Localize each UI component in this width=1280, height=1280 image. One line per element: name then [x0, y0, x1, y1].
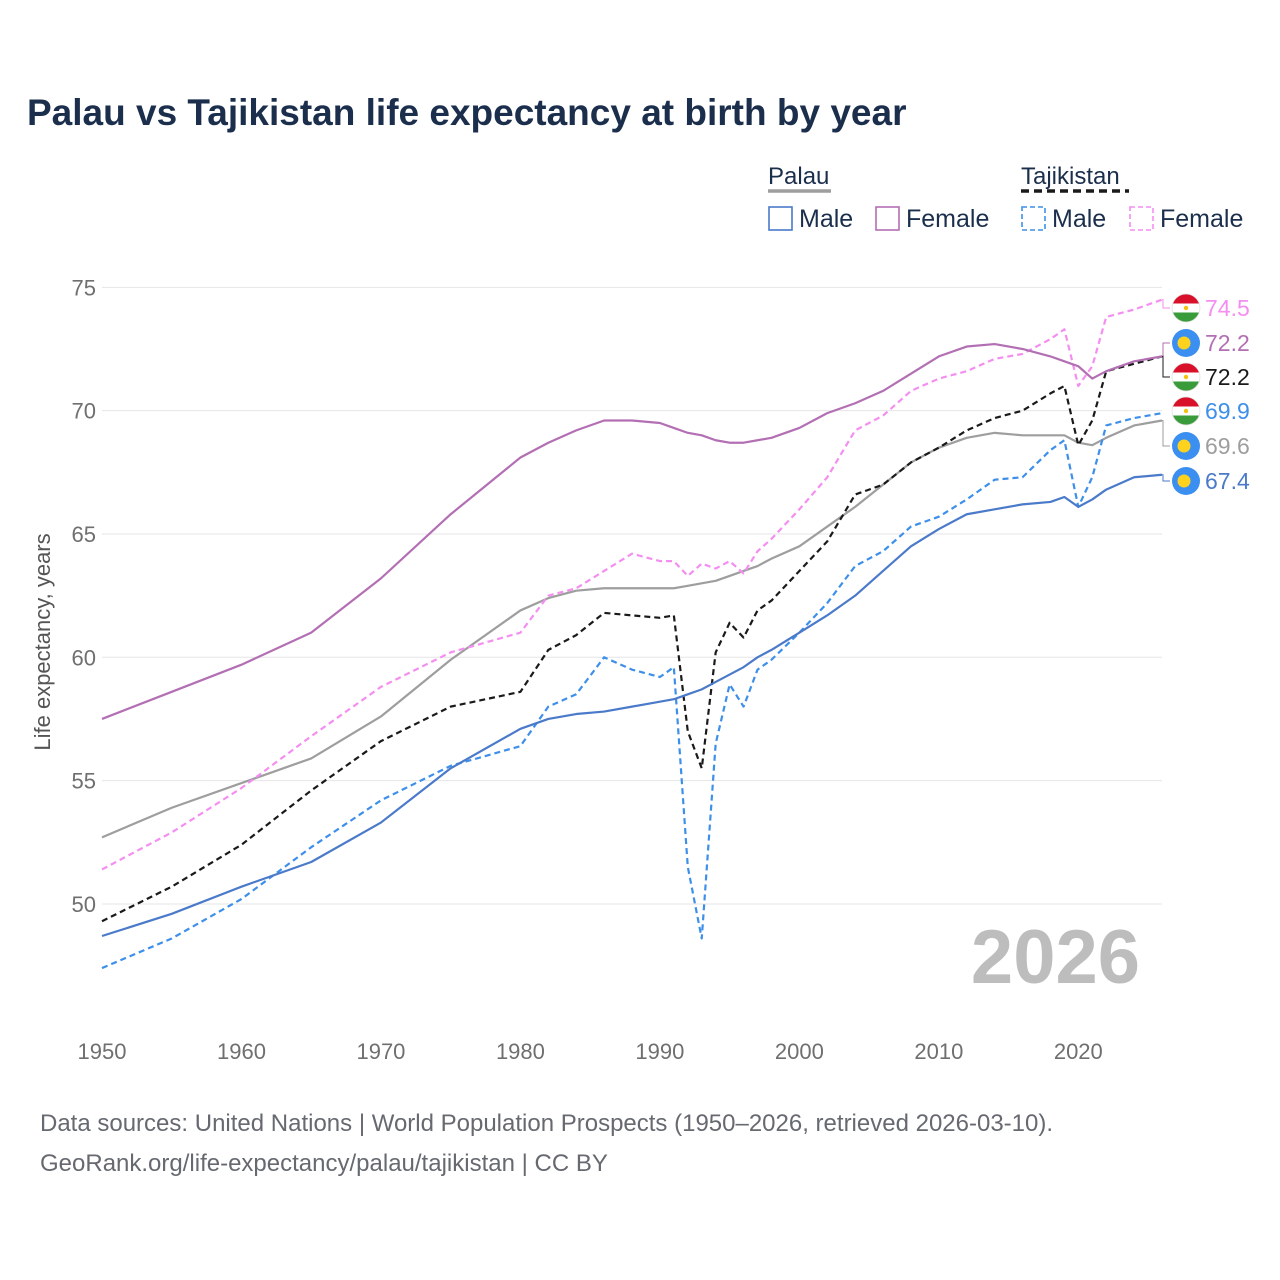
- grid: [102, 286, 1162, 905]
- x-tick-1970: 1970: [356, 1039, 405, 1064]
- footer: Data sources: United Nations | World Pop…: [40, 1104, 1053, 1184]
- legend-label-palau_female: Female: [906, 205, 989, 233]
- x-tick-1960: 1960: [217, 1039, 266, 1064]
- end-label-palau_total: 69.6: [1205, 433, 1250, 459]
- series-line-tajik_total: [101, 355, 1163, 923]
- legend-swatch-palau_female: [875, 206, 900, 231]
- y-tick-60: 60: [72, 645, 96, 670]
- legend-swatch-tajik_female: [1129, 206, 1154, 231]
- end-label-group-tajik_female: 74.5: [1162, 293, 1250, 323]
- palau-flag-moon: [1177, 439, 1191, 453]
- end-label-group-palau_female: 72.2: [1162, 329, 1250, 357]
- x-axis-ticks: 1950 1960 1970 1980 1990 2000 2010 2020: [78, 1039, 1103, 1064]
- tajikistan-flag-icon: [1172, 363, 1200, 391]
- y-tick-75: 75: [72, 275, 96, 300]
- series-line-palau_male: [101, 473, 1163, 938]
- legend-title-palau: Palau: [768, 163, 829, 190]
- y-tick-50: 50: [72, 892, 96, 917]
- legend-group-palau: Palau Male Female: [768, 163, 989, 233]
- y-axis-ticks: 50 55 60 65 70 75: [72, 275, 96, 917]
- end-label-connector-tajik_female: [1162, 299, 1170, 309]
- y-axis-title: Life expectancy, years: [30, 533, 55, 750]
- legend-swatch-palau_male: [768, 206, 793, 231]
- end-label-group-tajik_total: 72.2: [1162, 355, 1250, 392]
- legend-title-tajikistan: Tajikistan: [1021, 163, 1120, 190]
- x-tick-2020: 2020: [1054, 1039, 1103, 1064]
- footer-credit: GeoRank.org/life-expectancy/palau/tajiki…: [40, 1150, 608, 1177]
- line-chart: 50 55 60 65 70 75 1950 1960 1970 1980 1990 2000 201…: [30, 163, 1250, 1064]
- end-labels: 74.5 72.2 72.2 69.9 69.6 67.4: [1162, 293, 1250, 495]
- end-label-group-palau_total: 69.6: [1162, 420, 1250, 460]
- series-line-tajik_female: [101, 298, 1163, 871]
- end-label-connector-tajik_total: [1162, 355, 1170, 378]
- legend: Palau Male Female Tajikistan Male Female: [768, 163, 1243, 233]
- legend-label-palau_male: Male: [799, 205, 853, 233]
- end-label-connector-palau_male: [1162, 474, 1170, 482]
- y-tick-70: 70: [72, 399, 96, 424]
- end-label-palau_female: 72.2: [1205, 330, 1250, 356]
- series-line-palau_female: [101, 342, 1163, 720]
- x-tick-2010: 2010: [914, 1039, 963, 1064]
- tajikistan-flag-icon: [1172, 294, 1200, 322]
- x-tick-1950: 1950: [78, 1039, 127, 1064]
- year-watermark: 2026: [971, 915, 1140, 1000]
- end-label-connector-palau_female: [1162, 342, 1170, 357]
- legend-swatch-tajik_male: [1021, 206, 1046, 231]
- end-label-connector-palau_total: [1162, 420, 1170, 447]
- chart-title: Palau vs Tajikistan life expectancy at b…: [27, 92, 907, 133]
- series-lines: [101, 298, 1163, 970]
- y-tick-65: 65: [72, 522, 96, 547]
- end-label-tajik_male: 69.9: [1205, 398, 1250, 424]
- legend-label-tajik_male: Male: [1052, 205, 1106, 233]
- end-label-tajik_female: 74.5: [1205, 295, 1250, 321]
- series-line-palau_total: [101, 419, 1163, 839]
- x-tick-2000: 2000: [775, 1039, 824, 1064]
- palau-flag-moon: [1177, 474, 1191, 488]
- palau-flag-moon: [1177, 336, 1191, 350]
- tajikistan-flag-icon: [1172, 397, 1200, 425]
- end-label-group-palau_male: 67.4: [1162, 467, 1250, 495]
- legend-group-tajikistan: Tajikistan Male Female: [1021, 163, 1243, 233]
- x-tick-1990: 1990: [635, 1039, 684, 1064]
- legend-label-tajik_female: Female: [1160, 205, 1243, 233]
- y-tick-55: 55: [72, 769, 96, 794]
- end-label-group-tajik_male: 69.9: [1171, 396, 1250, 426]
- end-label-tajik_total: 72.2: [1205, 364, 1250, 390]
- series-line-tajik_male: [101, 412, 1163, 970]
- end-label-palau_male: 67.4: [1205, 468, 1250, 494]
- x-tick-1980: 1980: [496, 1039, 545, 1064]
- footer-sources: Data sources: United Nations | World Pop…: [40, 1110, 1054, 1137]
